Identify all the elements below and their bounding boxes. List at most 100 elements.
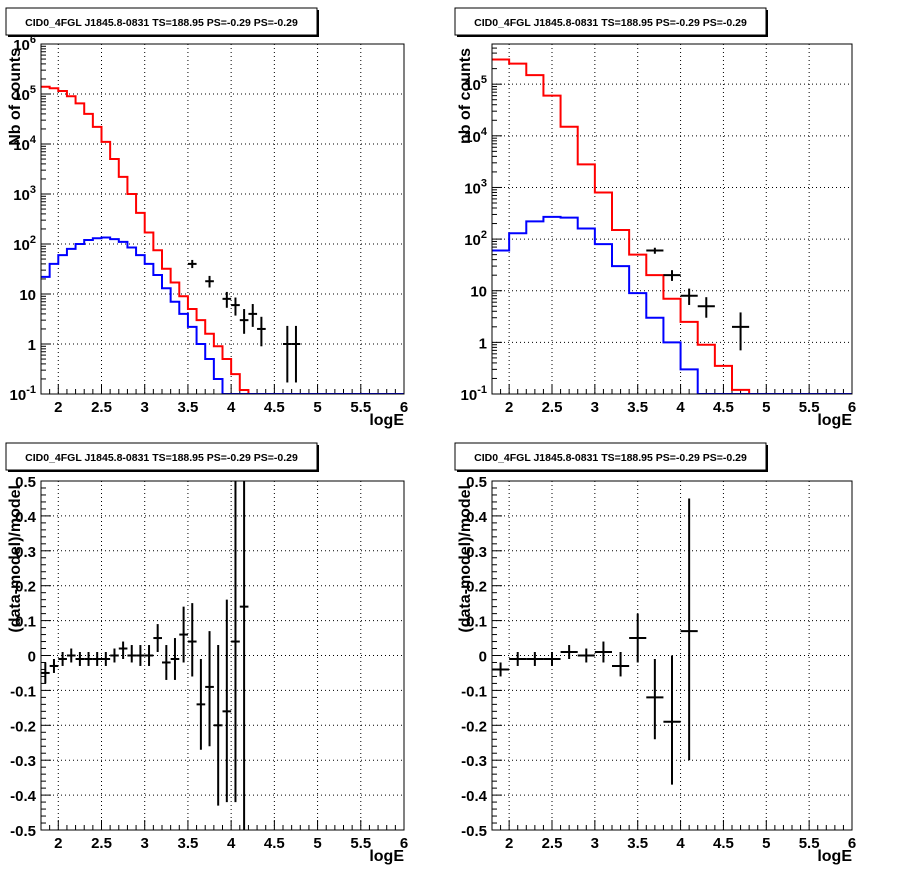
chart-panel-2: 2 2.5 3 3.5 4 4.5 5 5.5 610-1110102103104105logE… bbox=[454, 7, 856, 429]
y-tick-label: -0.4 bbox=[461, 788, 488, 805]
y-tick-label: 0.3 bbox=[466, 544, 487, 561]
x-tick-label: 5 bbox=[313, 399, 321, 416]
y-tick-label: -0.2 bbox=[10, 718, 36, 735]
data-point bbox=[680, 288, 698, 305]
data-point bbox=[663, 270, 681, 281]
y-axis-label: Nb of counts bbox=[7, 48, 24, 146]
y-axis-label: (data-model)/model bbox=[7, 485, 24, 633]
y-tick-label: -0.2 bbox=[461, 718, 487, 735]
residual-point bbox=[205, 631, 214, 747]
residual-point bbox=[92, 652, 102, 666]
y-tick-label: 102 bbox=[13, 234, 36, 254]
data-point bbox=[248, 304, 258, 327]
y-tick-label-exponent: -1 bbox=[26, 384, 36, 396]
axis-ticks bbox=[40, 480, 405, 831]
chart-title: CID0_4FGL J1845.8-0831 TS=188.95 PS=-0.2… bbox=[25, 452, 298, 464]
x-tick-label: 6 bbox=[400, 835, 408, 852]
y-axis-label: nb of counts bbox=[457, 48, 474, 144]
y-tick-label: 103 bbox=[13, 184, 36, 204]
data-point bbox=[646, 247, 664, 254]
x-tick-label: 3.5 bbox=[177, 399, 198, 416]
y-tick-label: -0.1 bbox=[461, 683, 487, 700]
x-tick-label: 5.5 bbox=[799, 399, 820, 416]
y-tick-label-base: 10 bbox=[13, 87, 30, 104]
y-tick-label-base: 1 bbox=[28, 337, 36, 354]
x-tick-label: 5.5 bbox=[350, 835, 371, 852]
x-tick-label: 3.5 bbox=[177, 835, 198, 852]
x-axis-label: logE bbox=[369, 848, 404, 865]
data-layer bbox=[492, 58, 852, 394]
x-tick-label: 4.5 bbox=[264, 835, 285, 852]
y-tick-label-base: 10 bbox=[464, 77, 481, 94]
plot-frame bbox=[491, 43, 853, 395]
residual-point bbox=[663, 655, 681, 785]
chart-panel-4: 2 2.5 3 3.5 4 4.5 5 5.5 6 -0.5 -0.4 -0.3 -0.2 -0.1 0 0.… bbox=[454, 442, 856, 865]
x-tick-label: 5 bbox=[762, 399, 770, 416]
residual-point bbox=[66, 648, 76, 663]
y-tick-label: 0.3 bbox=[15, 544, 36, 561]
residual-point bbox=[110, 648, 119, 663]
residual-point bbox=[526, 652, 544, 666]
series-model-source-line bbox=[41, 236, 404, 394]
x-tick-label: 4.5 bbox=[264, 399, 285, 416]
title-box bbox=[454, 7, 767, 36]
y-tick-label: 0.1 bbox=[15, 614, 36, 631]
y-tick-label: 106 bbox=[13, 34, 36, 54]
x-tick-label: 4 bbox=[227, 835, 236, 852]
x-axis-label: logE bbox=[369, 412, 404, 429]
y-tick-label-base: 10 bbox=[461, 387, 478, 404]
data-point bbox=[257, 316, 266, 347]
series-model-source-line bbox=[492, 215, 852, 394]
x-tick-label: 2 bbox=[54, 835, 62, 852]
y-tick-label: 0.1 bbox=[466, 614, 487, 631]
y-tick-label-exponent: 5 bbox=[481, 74, 487, 86]
residual-point bbox=[594, 641, 612, 663]
y-tick-label: 0.4 bbox=[15, 509, 37, 526]
residual-point bbox=[58, 652, 67, 666]
data-point bbox=[732, 312, 750, 351]
data-point bbox=[222, 291, 232, 308]
residual-point bbox=[144, 645, 154, 666]
y-tick-label: -0.5 bbox=[461, 823, 487, 840]
y-tick-label-base: 10 bbox=[470, 284, 487, 301]
y-tick-label: 105 bbox=[13, 84, 36, 104]
x-tick-label: 2 bbox=[54, 399, 62, 416]
x-tick-label: 4.5 bbox=[713, 399, 734, 416]
residual-point bbox=[509, 652, 527, 666]
x-tick-label: 5 bbox=[313, 835, 321, 852]
x-axis-label: logE bbox=[817, 412, 852, 429]
x-tick-label: 2.5 bbox=[542, 399, 563, 416]
y-tick-label: 103 bbox=[464, 177, 487, 197]
grid bbox=[41, 481, 404, 830]
x-tick-label: 6 bbox=[400, 399, 408, 416]
residual-point bbox=[49, 658, 59, 673]
y-tick-label-base: 10 bbox=[464, 129, 481, 146]
y-tick-label-base: 10 bbox=[13, 187, 30, 204]
y-tick-label-base: 10 bbox=[13, 237, 30, 254]
residual-point bbox=[646, 658, 664, 740]
y-tick-label: 102 bbox=[464, 229, 487, 249]
residual-point bbox=[153, 624, 162, 653]
residual-point bbox=[222, 599, 232, 803]
data-point bbox=[283, 325, 292, 383]
data-layer bbox=[41, 481, 249, 830]
y-tick-label-exponent: 3 bbox=[30, 184, 36, 196]
x-tick-label: 3 bbox=[591, 835, 599, 852]
x-tick-label: 3 bbox=[141, 399, 149, 416]
residual-point bbox=[101, 652, 111, 666]
y-tick-label-base: 10 bbox=[13, 37, 30, 54]
data-point bbox=[205, 275, 214, 288]
x-tick-label: 2.5 bbox=[91, 399, 112, 416]
y-tick-label-base: 10 bbox=[10, 387, 27, 404]
y-tick-label: 104 bbox=[464, 126, 488, 146]
title-box bbox=[454, 442, 767, 471]
x-axis-label: logE bbox=[817, 848, 852, 865]
residual-point bbox=[577, 648, 595, 663]
plot-frame bbox=[40, 43, 405, 395]
data-point bbox=[231, 297, 240, 316]
x-tick-label: 2 bbox=[505, 399, 513, 416]
y-axis-label: (data-model)/model bbox=[457, 485, 474, 633]
residual-point bbox=[118, 641, 128, 659]
